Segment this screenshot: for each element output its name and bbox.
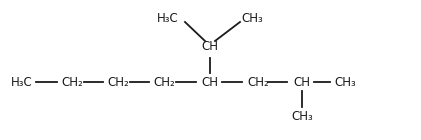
Text: H₃C: H₃C xyxy=(11,75,33,88)
Text: CH₃: CH₃ xyxy=(241,11,263,24)
Text: CH₂: CH₂ xyxy=(247,75,269,88)
Text: CH: CH xyxy=(202,40,218,53)
Text: H₃C: H₃C xyxy=(157,11,179,24)
Text: CH₃: CH₃ xyxy=(334,75,356,88)
Text: CH₂: CH₂ xyxy=(107,75,129,88)
Text: CH: CH xyxy=(202,75,218,88)
Text: CH: CH xyxy=(293,75,311,88)
Text: CH₂: CH₂ xyxy=(153,75,175,88)
Text: CH₂: CH₂ xyxy=(61,75,83,88)
Text: CH₃: CH₃ xyxy=(291,109,313,122)
